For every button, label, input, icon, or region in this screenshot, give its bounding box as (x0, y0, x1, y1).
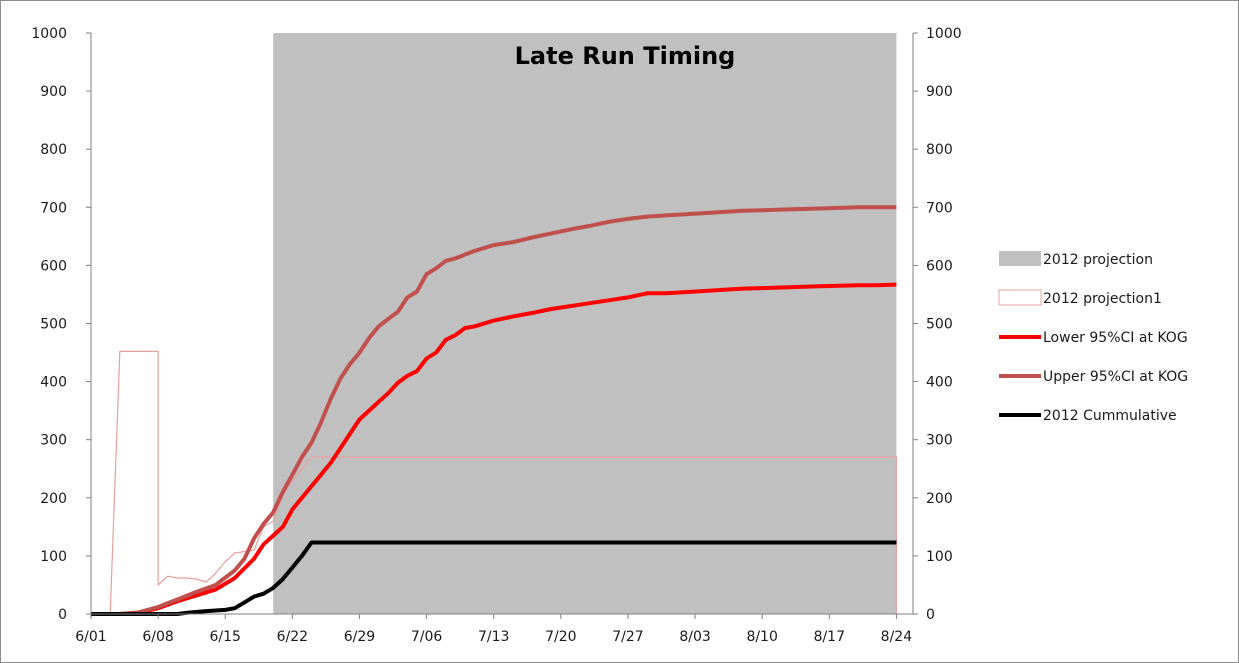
x-tick-label: 8/17 (814, 629, 845, 645)
series-2012-projection (273, 33, 896, 614)
y-tick-label-right: 1000 (926, 26, 962, 42)
legend-2012-projection-swatch (999, 251, 1041, 266)
x-tick-label: 6/22 (277, 629, 308, 645)
x-tick-label: 7/06 (411, 629, 443, 645)
y-tick-label-left: 600 (40, 258, 67, 274)
y-tick-label-left: 800 (40, 142, 67, 158)
legend-2012-projection1-label: 2012 projection1 (1043, 291, 1162, 307)
y-tick-label-left: 700 (40, 200, 67, 216)
y-tick-label-right: 600 (926, 258, 953, 274)
y-tick-label-right: 500 (926, 317, 953, 333)
legend-2012-projection1-swatch (999, 290, 1041, 305)
x-tick-label: 8/24 (881, 629, 913, 645)
y-tick-label-left: 1000 (31, 26, 67, 42)
y-tick-label-right: 400 (926, 375, 953, 391)
y-tick-label-left: 300 (40, 433, 67, 449)
y-tick-label-right: 300 (926, 433, 953, 449)
y-tick-label-right: 700 (926, 200, 953, 216)
legend-2012-cummulative-label: 2012 Cummulative (1043, 408, 1177, 424)
y-tick-label-left: 900 (40, 84, 67, 100)
y-tick-label-right: 0 (926, 607, 935, 623)
x-tick-label: 7/20 (545, 629, 576, 645)
x-tick-label: 8/10 (746, 629, 777, 645)
x-tick-label: 6/29 (344, 629, 375, 645)
legend: 2012 projection 2012 projection1 Lower 95%… (999, 251, 1188, 424)
x-tick-label: 6/08 (142, 629, 173, 645)
y-tick-label-right: 800 (926, 142, 953, 158)
y-tick-label-left: 200 (40, 491, 67, 507)
plot-area (91, 33, 896, 614)
y-tick-label-left: 500 (40, 317, 67, 333)
legend-upper-95-ci-at-kog-label: Upper 95%CI at KOG (1043, 369, 1188, 385)
y-tick-label-right: 100 (926, 549, 953, 565)
y-tick-label-right: 900 (926, 84, 953, 100)
x-tick-label: 6/01 (75, 629, 106, 645)
legend-2012-projection-label: 2012 projection (1043, 252, 1153, 268)
y-tick-label-left: 0 (58, 607, 67, 623)
y-tick-label-right: 200 (926, 491, 953, 507)
legend-lower-95-ci-at-kog-label: Lower 95%CI at KOG (1043, 330, 1188, 346)
y-tick-label-left: 400 (40, 375, 67, 391)
x-tick-label: 8/03 (679, 629, 710, 645)
x-tick-label: 6/15 (210, 629, 241, 645)
y-tick-label-left: 100 (40, 549, 67, 565)
x-tick-label: 7/27 (612, 629, 643, 645)
chart-title: Late Run Timing (515, 42, 736, 70)
x-tick-label: 7/13 (478, 629, 509, 645)
